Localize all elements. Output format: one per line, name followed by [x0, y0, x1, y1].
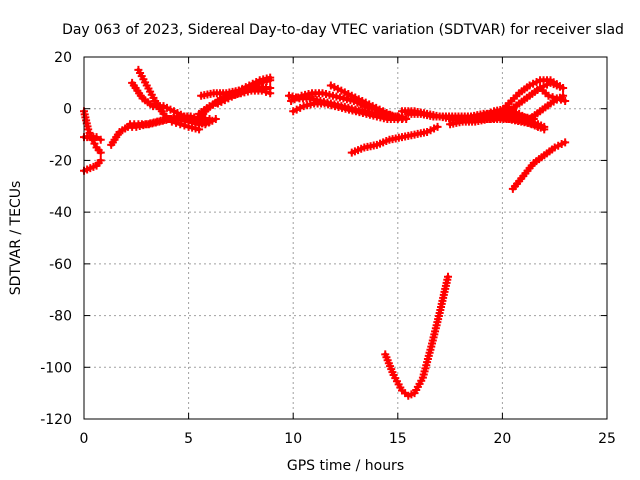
y-tick-label: 0 [63, 102, 72, 118]
data-point-interp [180, 121, 189, 130]
y-tick-label: -80 [49, 309, 72, 325]
series-s27 [381, 272, 453, 400]
series-s25 [536, 84, 570, 105]
data-point [266, 89, 275, 98]
series-s23 [504, 78, 568, 116]
series-s7 [128, 78, 220, 129]
data-point [397, 115, 406, 124]
x-tick-label: 20 [493, 431, 511, 447]
data-point [96, 148, 105, 157]
data-point [96, 156, 105, 165]
tick-layer: 0 5 10 15 20 25 -120 -100 -80 -60 -40 -20 0 20 [40, 50, 616, 447]
x-tick-label: 5 [184, 431, 193, 447]
data-point [559, 84, 568, 93]
x-tick-label: 0 [80, 431, 89, 447]
data-point [211, 115, 220, 124]
data-point [257, 86, 266, 95]
data-layer [80, 65, 570, 400]
y-tick-label: -120 [40, 412, 72, 428]
series-s2 [80, 133, 105, 144]
plot-frame [83, 56, 608, 420]
data-point [176, 120, 185, 129]
data-point-interp [548, 93, 557, 102]
series-s1 [80, 107, 105, 157]
series-s15 [326, 81, 406, 124]
series-s5 [134, 65, 204, 134]
data-point [552, 94, 561, 103]
y-tick-label: -60 [49, 257, 72, 273]
data-point [433, 122, 442, 131]
y-tick-label: -40 [49, 205, 72, 221]
data-point [444, 272, 453, 281]
data-point-interp [556, 95, 565, 104]
series-s16 [347, 122, 442, 157]
x-tick-label: 25 [598, 431, 616, 447]
series-s11 [195, 86, 275, 118]
data-point [561, 138, 570, 147]
data-point [561, 96, 570, 105]
data-point [540, 122, 549, 131]
data-point [96, 135, 105, 144]
data-point [544, 91, 553, 100]
y-tick-label: 20 [54, 50, 72, 66]
chart-title: Day 063 of 2023, Sidereal Day-to-day VTE… [62, 22, 624, 38]
x-tick-label: 15 [389, 431, 407, 447]
series-s3 [80, 156, 105, 175]
data-point [195, 125, 204, 134]
x-tick-label: 10 [284, 431, 302, 447]
y-tick-label: -100 [40, 360, 72, 376]
x-axis-label: GPS time / hours [287, 458, 404, 474]
data-point [389, 112, 398, 121]
data-point-interp [393, 113, 402, 122]
data-point [266, 76, 275, 85]
y-axis-label: SDTVAR / TECUs [8, 181, 24, 296]
y-tick-label: -20 [49, 153, 72, 169]
data-point [92, 133, 101, 142]
data-point-interp [262, 87, 271, 96]
series-s26 [508, 138, 570, 193]
